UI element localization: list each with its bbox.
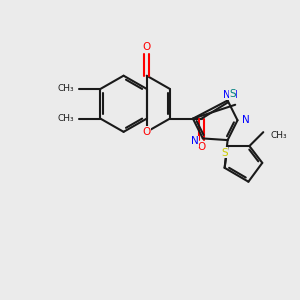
Text: O: O xyxy=(142,42,151,52)
Text: S: S xyxy=(221,148,228,158)
Text: N: N xyxy=(242,115,249,125)
Text: O: O xyxy=(142,127,151,137)
Text: CH₃: CH₃ xyxy=(57,114,74,123)
Text: O: O xyxy=(197,142,206,152)
Text: NH: NH xyxy=(223,90,238,100)
Text: CH₃: CH₃ xyxy=(270,130,287,140)
Text: N: N xyxy=(191,136,199,146)
Text: CH₃: CH₃ xyxy=(57,84,74,93)
Text: S: S xyxy=(229,88,236,98)
